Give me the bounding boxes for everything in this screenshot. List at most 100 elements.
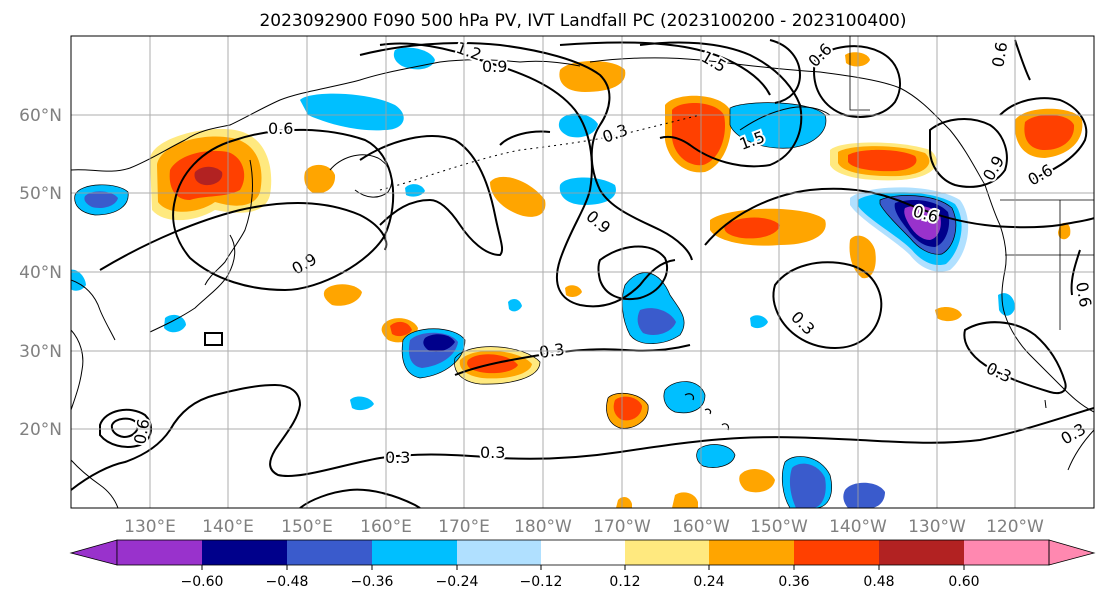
negative-anomaly-blob <box>558 113 598 138</box>
negative-anomaly-blob <box>423 334 455 352</box>
negative-anomaly-blob <box>750 315 768 329</box>
lon-label: 150°W <box>750 517 808 537</box>
colorbar-segment <box>287 540 372 565</box>
lon-label: 170°E <box>438 517 490 537</box>
anomaly-outlines <box>74 102 957 508</box>
lon-label: 160°E <box>360 517 412 537</box>
negative-anomaly-blob <box>164 314 186 333</box>
lon-label: 180°W <box>514 517 572 537</box>
contour-label: 0.6 <box>268 119 293 138</box>
colorbar-segment <box>457 540 541 565</box>
positive-anomaly-blob <box>390 321 412 337</box>
contour-line <box>772 261 883 350</box>
map-border <box>70 35 1095 509</box>
contour-label: 0.3 <box>480 443 505 462</box>
contour-label: 0.3 <box>385 448 410 467</box>
contour-line <box>379 42 676 308</box>
colorbar-tick-label: 0.36 <box>778 574 809 590</box>
figure-title: 2023092900 F090 500 hPa PV, IVT Landfall… <box>259 11 906 31</box>
negative-anomaly-blob <box>789 463 826 508</box>
negative-anomaly-blob <box>405 184 425 197</box>
positive-anomaly-blob <box>490 176 546 217</box>
negative-anomaly-blob <box>696 444 735 468</box>
colorbar-tick-label: −0.12 <box>520 574 563 590</box>
lon-label: 170°W <box>593 517 651 537</box>
colorbar-left-extension <box>69 539 118 566</box>
colorbar-tick-label: −0.24 <box>436 574 479 590</box>
negative-anomaly-blob <box>559 177 616 205</box>
contour-line <box>71 383 1094 491</box>
latitude-labels: 60°N 50°N 40°N 30°N 20°N <box>19 106 62 440</box>
colorbar-segment <box>625 540 709 565</box>
positive-anomaly-blob <box>616 496 632 508</box>
lon-label: 140°W <box>829 517 887 537</box>
contour-line <box>172 128 395 292</box>
contour-line <box>999 97 1088 181</box>
colorbar-tick-label: 0.12 <box>609 574 640 590</box>
positive-anomaly-blob <box>935 307 962 322</box>
contour-line <box>299 488 421 508</box>
negative-anomaly-blob <box>843 482 885 508</box>
contour-line <box>813 45 901 118</box>
colorbar-segment <box>879 540 964 565</box>
contour-line <box>769 39 802 104</box>
longitude-labels: 130°E 140°E 150°E 160°E 170°E 180°W 170°… <box>124 517 1044 537</box>
positive-anomaly-blob <box>559 61 626 92</box>
colorbar-segment <box>541 540 625 565</box>
positive-anomaly-blob <box>672 103 726 166</box>
negative-anomaly-blob <box>350 396 374 411</box>
positive-anomaly-blob <box>613 396 642 421</box>
pv-contours <box>71 39 1094 508</box>
contour-line <box>597 245 668 300</box>
colorbar-right-extension <box>1048 539 1096 566</box>
negative-anomaly-blob <box>300 93 404 131</box>
negative-anomaly-blob <box>637 308 676 335</box>
colorbar-tick-label: 0.24 <box>693 574 724 590</box>
lat-label: 30°N <box>19 342 62 362</box>
contour-line <box>929 118 1008 188</box>
positive-anomaly-blob <box>724 217 780 239</box>
contour-line <box>1014 39 1031 81</box>
lat-label: 20°N <box>19 420 62 440</box>
lon-label: 160°W <box>672 517 730 537</box>
contour-line <box>204 332 223 346</box>
contour-line <box>99 202 388 271</box>
colorbar-segment <box>202 540 287 565</box>
contour-line <box>454 344 691 376</box>
contour-line <box>963 321 1067 395</box>
negative-anomaly-blob <box>393 47 435 70</box>
colorbar-segment <box>794 540 879 565</box>
coastlines <box>71 36 1094 508</box>
colorbar-segment <box>372 540 457 565</box>
negative-anomaly-blob <box>508 298 522 312</box>
colorbar-segment <box>117 540 202 565</box>
colorbar-segment <box>964 540 1049 565</box>
lon-label: 120°W <box>986 517 1044 537</box>
lat-label: 60°N <box>19 106 62 126</box>
contour-line <box>499 130 551 146</box>
positive-anomaly-blob <box>194 166 223 186</box>
negative-anomaly-blob <box>663 381 705 413</box>
positive-anomaly-blob <box>848 149 917 172</box>
colorbar-tick-label: −0.36 <box>351 574 394 590</box>
lon-label: 140°E <box>202 517 254 537</box>
negative-anomaly-blob <box>904 205 941 240</box>
colorbar-tick-label: −0.48 <box>266 574 309 590</box>
positive-anomaly-blob <box>672 492 698 508</box>
positive-anomaly-blob <box>1024 114 1075 150</box>
contour-line <box>110 417 139 439</box>
lon-label: 150°E <box>281 517 333 537</box>
colorbar-segment <box>709 540 794 565</box>
contour-label: 0.6 <box>1072 280 1095 308</box>
positive-anomaly-blob <box>565 285 582 297</box>
colorbar-border <box>116 539 1050 566</box>
lat-label: 50°N <box>19 184 62 204</box>
lon-label: 130°E <box>124 517 176 537</box>
colorbar-tick-label: 0.60 <box>948 574 979 590</box>
contour-line <box>639 41 803 168</box>
colorbar-tick-label: 0.48 <box>863 574 894 590</box>
contour-label: 0.9 <box>482 57 507 76</box>
shaded-regions <box>71 47 1083 508</box>
negative-anomaly-blob <box>84 191 118 208</box>
positive-anomaly-blob <box>739 468 775 493</box>
